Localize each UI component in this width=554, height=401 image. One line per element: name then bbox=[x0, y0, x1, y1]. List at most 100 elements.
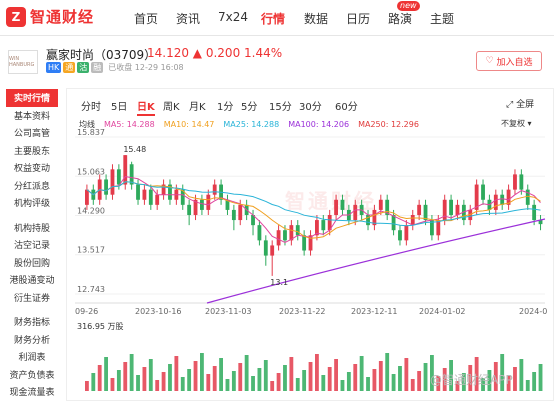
period-tab[interactable]: 5日 bbox=[111, 102, 128, 113]
sidebar-item[interactable]: 财务分析 bbox=[13, 335, 50, 346]
period-tab[interactable]: 月K bbox=[189, 102, 206, 113]
ma-line-10 bbox=[86, 181, 541, 239]
candle-body bbox=[417, 204, 422, 215]
volume-bar bbox=[212, 366, 217, 391]
sidebar-item[interactable]: 财务指标 bbox=[13, 318, 50, 329]
volume-bar bbox=[97, 365, 102, 391]
volume-bar bbox=[174, 356, 179, 391]
nav-item-topics[interactable]: 主题 bbox=[430, 12, 455, 26]
nav-item-news[interactable]: 资讯 bbox=[176, 12, 201, 26]
stock-tags: HK 通沽融已收盘 12-29 16:08 bbox=[46, 62, 184, 73]
sidebar-item[interactable]: 机构评级 bbox=[13, 199, 50, 210]
sidebar-item[interactable]: 衍生证券 bbox=[13, 293, 50, 304]
sidebar-item[interactable]: 基本资料 bbox=[13, 111, 50, 122]
candle-body bbox=[493, 194, 498, 210]
volume-bar bbox=[85, 381, 89, 391]
volume-bar bbox=[327, 367, 332, 391]
candle-body bbox=[104, 179, 108, 195]
sidebar: 实时行情基本资料公司高管主要股东权益变动分红派息机构评级机构持股沽空记录股份回购… bbox=[6, 89, 58, 401]
period-tab[interactable]: 15分 bbox=[269, 102, 292, 113]
candle-body bbox=[315, 220, 319, 236]
nav-item-home[interactable]: 首页 bbox=[134, 12, 159, 26]
sidebar-gap bbox=[6, 212, 58, 219]
candle-body bbox=[385, 199, 390, 215]
sidebar-item[interactable]: 权益变动 bbox=[13, 164, 50, 175]
volume-bar bbox=[168, 364, 172, 391]
candle-body bbox=[442, 199, 447, 221]
volume-bar bbox=[231, 371, 236, 391]
volume-bar bbox=[423, 363, 428, 391]
nav-item-roadshow[interactable]: 路演 bbox=[388, 12, 413, 26]
candle-body bbox=[212, 184, 217, 195]
sidebar-item[interactable]: 沽空记录 bbox=[13, 241, 50, 252]
sidebar-item[interactable]: 主要股东 bbox=[13, 146, 50, 157]
period-tab[interactable]: 60分 bbox=[335, 102, 358, 113]
candle-body bbox=[372, 209, 377, 226]
volume-bar bbox=[155, 380, 160, 391]
stock-tag-0: HK bbox=[46, 62, 62, 73]
sidebar-item[interactable]: 港股通变动 bbox=[9, 276, 55, 287]
fullscreen-button[interactable]: ⤢ 全屏 bbox=[506, 97, 534, 110]
volume-bar bbox=[116, 370, 121, 391]
period-tab[interactable]: 5分 bbox=[241, 102, 258, 113]
sidebar-item[interactable]: 现金流量表 bbox=[9, 388, 55, 399]
candlestick-chart[interactable]: 15.837 15.063 14.290 13.517 12.743 09-26 2023-… bbox=[67, 89, 553, 400]
kline-chart-panel: 分时 5日 日K 周K 月K 1分 5分 15分 30分 60分 ⤢ 全屏 均线 MA5: 14.2… bbox=[66, 88, 554, 401]
candle-body bbox=[474, 184, 479, 210]
volume-bar bbox=[136, 375, 140, 391]
candle-body bbox=[430, 220, 434, 236]
candle-body bbox=[257, 225, 262, 241]
sidebar-item[interactable]: 资产负债表 bbox=[9, 370, 55, 381]
sidebar-item[interactable]: 利润表 bbox=[18, 353, 46, 364]
sidebar-item[interactable]: 机构持股 bbox=[13, 223, 50, 234]
volume-bar bbox=[417, 371, 422, 391]
period-tab[interactable]: 日K bbox=[137, 98, 155, 116]
candle-body bbox=[519, 174, 524, 190]
x-tick-label: 2023-11-22 bbox=[279, 307, 326, 316]
x-tick-label: 2024-01-02 bbox=[419, 307, 466, 316]
volume-bar bbox=[398, 366, 402, 391]
ma-legend: 均线 MA5: 14.288 MA10: 14.47 MA25: 14.288 MA10… bbox=[79, 119, 428, 130]
candle-body bbox=[423, 204, 428, 221]
adjust-dropdown[interactable]: 不复权 ▾ bbox=[501, 119, 532, 128]
corner-watermark: @智通财经APP bbox=[430, 373, 513, 387]
brand-logo[interactable]: Z 智通财经 bbox=[6, 6, 94, 27]
period-tab[interactable]: 1分 bbox=[217, 102, 234, 113]
period-tab[interactable]: 30分 bbox=[299, 102, 322, 113]
volume-bar bbox=[289, 357, 294, 391]
volume-bar bbox=[461, 373, 466, 391]
volume-bar bbox=[430, 355, 434, 391]
candle-body bbox=[391, 214, 396, 231]
volume-bar bbox=[474, 357, 479, 391]
period-tab[interactable]: 周K bbox=[163, 102, 180, 113]
volume-bar bbox=[193, 361, 198, 391]
nav-item-calendar[interactable]: 日历 bbox=[346, 12, 371, 26]
x-tick-label: 2024-0 bbox=[519, 307, 547, 316]
ma-legend-item: MA5: 14.288 bbox=[104, 120, 155, 129]
sidebar-item[interactable]: 分红派息 bbox=[13, 181, 50, 192]
volume-bar bbox=[449, 360, 453, 391]
volume-bar bbox=[436, 376, 441, 391]
candle-body bbox=[378, 199, 383, 210]
candle-body bbox=[295, 225, 300, 236]
volume-bar bbox=[538, 364, 543, 391]
period-tab[interactable]: 分时 bbox=[81, 102, 101, 113]
nav-item-7x24[interactable]: 7x24 bbox=[218, 10, 249, 24]
expand-icon: ⤢ bbox=[506, 100, 517, 110]
candle-body bbox=[187, 204, 192, 215]
sidebar-item[interactable]: 实时行情 bbox=[6, 89, 58, 107]
sidebar-item[interactable]: 公司高管 bbox=[13, 129, 50, 140]
y-tick-label: 15.837 bbox=[77, 128, 105, 137]
watch-label: 加入自选 bbox=[496, 57, 533, 68]
volume-bar bbox=[391, 374, 396, 391]
candle-body bbox=[321, 220, 326, 231]
sidebar-item[interactable]: 股份回购 bbox=[13, 258, 50, 269]
volume-bar bbox=[493, 362, 498, 391]
add-to-watchlist-button[interactable]: ♡ 加入自选 bbox=[476, 51, 542, 71]
volume-bar bbox=[455, 381, 460, 391]
volume-bar bbox=[359, 356, 364, 391]
y-tick-label: 12.743 bbox=[77, 285, 105, 294]
nav-item-data[interactable]: 数据 bbox=[304, 12, 329, 26]
nav-item-quotes[interactable]: 行情 bbox=[261, 12, 286, 26]
candle-body bbox=[398, 230, 402, 241]
